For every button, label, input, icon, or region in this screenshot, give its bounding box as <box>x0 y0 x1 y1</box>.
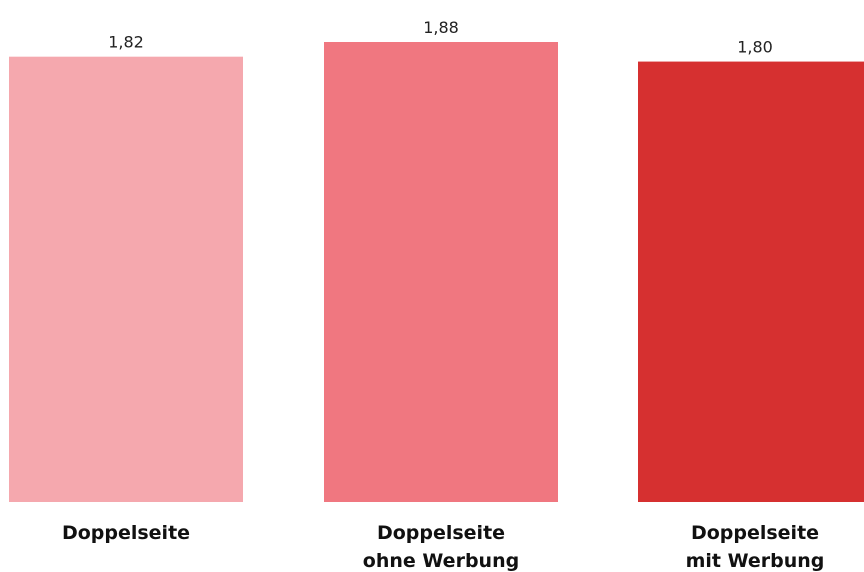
category-label-line: mit Werbung <box>686 550 825 572</box>
category-label-line: Doppelseite <box>691 522 819 544</box>
bar-2 <box>324 42 558 502</box>
category-label-2: Doppelseite ohne Werbung <box>363 522 519 572</box>
category-label-line: Doppelseite <box>377 522 505 544</box>
category-label-line: ohne Werbung <box>363 550 519 572</box>
data-label-3: 1,80 <box>737 38 773 57</box>
category-label-line: Doppelseite <box>62 522 190 544</box>
bar-3 <box>638 61 864 503</box>
category-label-1: Doppelseite <box>62 522 190 544</box>
bar-1 <box>9 56 243 503</box>
category-label-3: Doppelseite mit Werbung <box>686 522 825 572</box>
data-label-1: 1,82 <box>108 33 144 52</box>
data-label-2: 1,88 <box>423 18 459 37</box>
